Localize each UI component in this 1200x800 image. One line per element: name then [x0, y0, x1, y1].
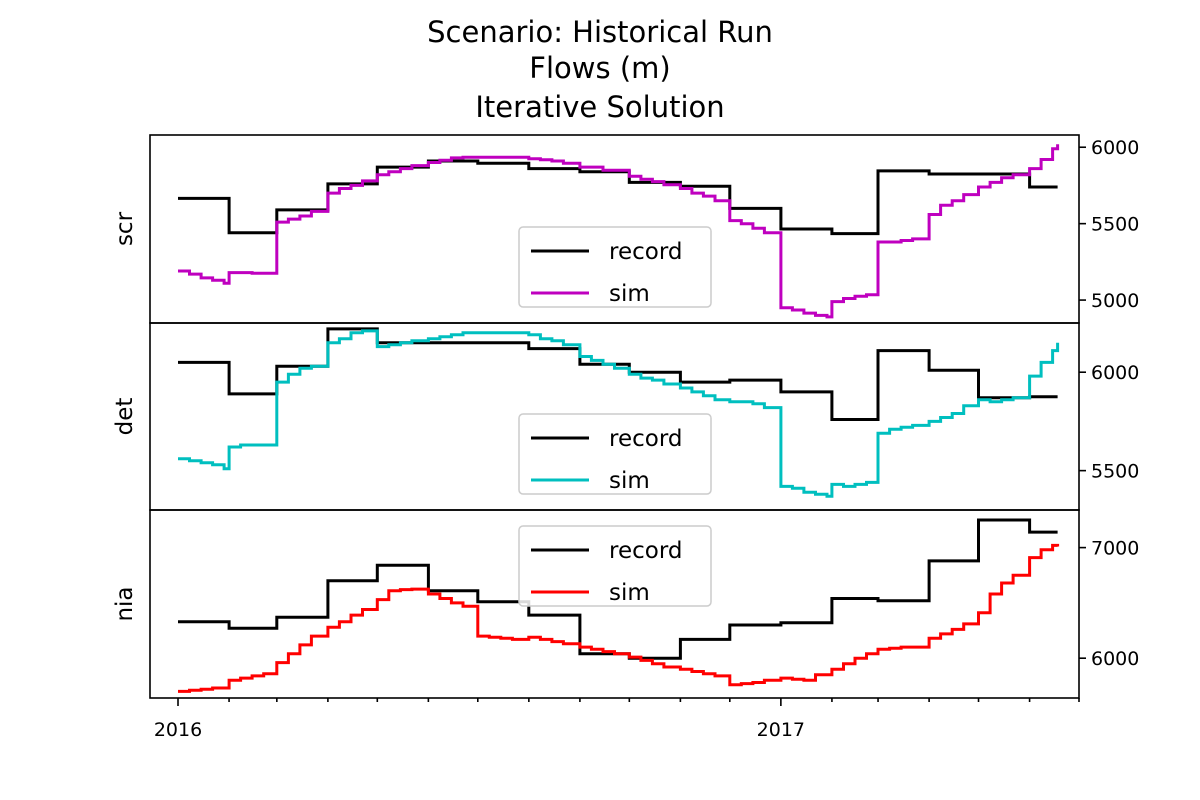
y-axis-label-nia: nia: [112, 586, 138, 621]
x-tick-label-2016: 2016: [154, 719, 202, 741]
y-tick-label-det-5500: 5500: [1091, 461, 1139, 483]
chart-title-line-2: Flows (m): [529, 51, 671, 85]
legend-label-det-sim: sim: [609, 468, 650, 494]
series-line-nia-sim: [178, 543, 1060, 693]
legend-label-nia-sim: sim: [609, 580, 650, 606]
legend-label-scr-record: record: [609, 239, 682, 265]
legend-label-scr-sim: sim: [609, 281, 650, 307]
y-axis-label-det: det: [112, 398, 138, 436]
y-tick-label-nia-6000: 6000: [1091, 648, 1139, 670]
series-line-det-record: [178, 327, 1058, 421]
chart-title-line-1: Scenario: Historical Run: [427, 15, 773, 49]
legend-box-det: [518, 413, 712, 495]
y-tick-label-nia-7000: 7000: [1091, 538, 1139, 560]
legend-box-scr: [518, 226, 712, 308]
legend-label-det-record: record: [609, 426, 682, 452]
legend-box-nia: [518, 525, 712, 607]
chart-title-line-3: Iterative Solution: [475, 90, 725, 124]
y-tick-label-det-6000: 6000: [1091, 362, 1139, 384]
y-tick-label-scr-5000: 5000: [1091, 290, 1139, 312]
y-tick-label-scr-6000: 6000: [1091, 137, 1139, 159]
series-line-scr-sim: [178, 144, 1060, 319]
x-tick-label-2017: 2017: [757, 719, 805, 741]
legend-label-nia-record: record: [609, 538, 682, 564]
panel-frame-nia: [149, 509, 1080, 699]
y-tick-label-scr-5500: 5500: [1091, 214, 1139, 236]
series-line-det-sim: [178, 329, 1060, 498]
series-line-scr-record: [178, 159, 1058, 236]
y-axis-label-scr: scr: [112, 211, 138, 246]
